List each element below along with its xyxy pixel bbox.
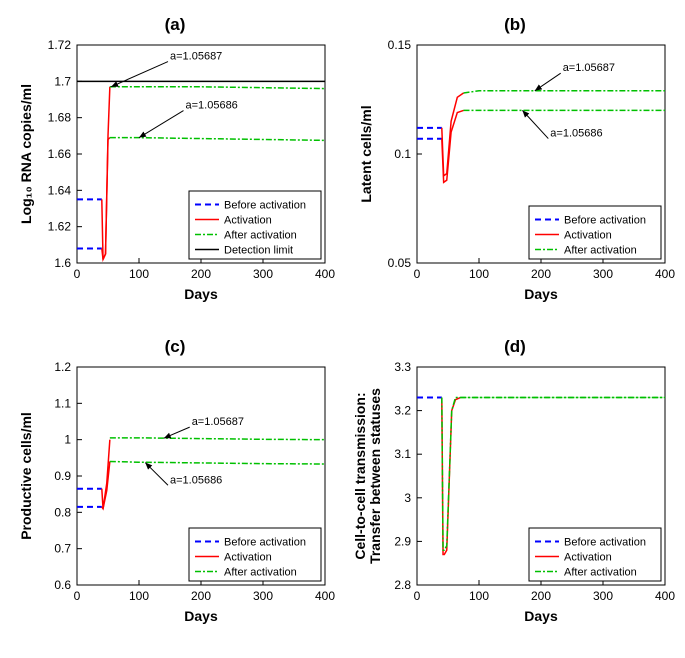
svg-text:Transfer between statuses: Transfer between statuses: [367, 388, 383, 564]
svg-text:400: 400: [655, 267, 675, 281]
svg-text:1.6: 1.6: [54, 256, 71, 270]
svg-text:1.2: 1.2: [54, 360, 71, 374]
svg-text:Days: Days: [184, 286, 218, 302]
svg-text:a=1.05686: a=1.05686: [186, 100, 238, 112]
svg-text:Latent cells/ml: Latent cells/ml: [358, 105, 374, 202]
svg-text:400: 400: [315, 267, 335, 281]
svg-text:200: 200: [191, 589, 211, 603]
svg-text:0: 0: [414, 267, 421, 281]
svg-text:3.3: 3.3: [394, 360, 411, 374]
svg-text:After activation: After activation: [564, 567, 637, 579]
svg-text:200: 200: [191, 267, 211, 281]
panel-a: (a) 0 100 200 300 400 1.6 1.62 1.64 1.66 1.68 1.7 1…: [15, 15, 335, 307]
panel-b-svg: 0 100 200 300 400 0.05 0.1 0.15 Days Latent cells…: [355, 37, 675, 307]
svg-text:0: 0: [74, 267, 81, 281]
svg-text:0: 0: [74, 589, 81, 603]
svg-text:1: 1: [64, 433, 71, 447]
panel-d: (d) 01002003004002.82.933.13.23.3DaysCel…: [355, 337, 675, 629]
svg-text:3.1: 3.1: [394, 447, 411, 461]
svg-text:Activation: Activation: [564, 230, 612, 242]
svg-text:Before activation: Before activation: [564, 215, 646, 227]
svg-text:2.9: 2.9: [394, 534, 411, 548]
svg-text:1.66: 1.66: [48, 147, 72, 161]
svg-text:0: 0: [414, 589, 421, 603]
panel-c: (c) 0 100 200 300 400 0.6 0.7 0.8 0.9 1 1.1 1.2 Days…: [15, 337, 335, 629]
panel-b: (b) 0 100 200 300 400 0.05 0.1 0.15 Days Latent c…: [355, 15, 675, 307]
svg-text:Before activation: Before activation: [564, 537, 646, 549]
svg-text:300: 300: [593, 589, 613, 603]
svg-text:200: 200: [531, 589, 551, 603]
svg-text:2.8: 2.8: [394, 578, 411, 592]
panel-d-svg: 01002003004002.82.933.13.23.3DaysCell-to…: [355, 359, 675, 629]
svg-text:Days: Days: [524, 608, 558, 624]
svg-text:300: 300: [253, 267, 273, 281]
panel-c-svg: 0 100 200 300 400 0.6 0.7 0.8 0.9 1 1.1 1.2 Days Prod…: [15, 359, 335, 629]
svg-text:1.62: 1.62: [48, 220, 72, 234]
svg-text:200: 200: [531, 267, 551, 281]
svg-text:Before activation: Before activation: [224, 200, 306, 212]
svg-text:0.7: 0.7: [54, 542, 71, 556]
svg-text:a=1.05686: a=1.05686: [550, 128, 602, 140]
svg-text:0.05: 0.05: [388, 256, 412, 270]
panel-a-title: (a): [15, 15, 335, 35]
svg-text:Activation: Activation: [224, 552, 272, 564]
svg-text:a=1.05687: a=1.05687: [563, 62, 615, 74]
panel-c-title: (c): [15, 337, 335, 357]
svg-text:Detection limit: Detection limit: [224, 245, 293, 257]
svg-text:0.15: 0.15: [388, 38, 412, 52]
svg-text:Before activation: Before activation: [224, 537, 306, 549]
svg-text:1.68: 1.68: [48, 111, 72, 125]
svg-text:400: 400: [655, 589, 675, 603]
svg-text:Productive cells/ml: Productive cells/ml: [18, 412, 34, 540]
svg-text:After activation: After activation: [564, 245, 637, 257]
svg-text:Activation: Activation: [224, 215, 272, 227]
panel-a-svg: 0 100 200 300 400 1.6 1.62 1.64 1.66 1.68 1.7 1.72 D…: [15, 37, 335, 307]
svg-text:0.6: 0.6: [54, 578, 71, 592]
svg-text:1.7: 1.7: [54, 74, 71, 88]
chart-grid: (a) 01002003004001.61.621.641.661.681.71…: [15, 15, 670, 629]
svg-text:a=1.05687: a=1.05687: [170, 51, 222, 63]
panel-d-title: (d): [355, 337, 675, 357]
svg-text:0.1: 0.1: [394, 147, 411, 161]
svg-text:After activation: After activation: [224, 230, 297, 242]
svg-text:3.2: 3.2: [394, 404, 411, 418]
svg-text:Days: Days: [524, 286, 558, 302]
svg-text:0.9: 0.9: [54, 469, 71, 483]
svg-text:1.72: 1.72: [48, 38, 72, 52]
svg-text:0.8: 0.8: [54, 505, 71, 519]
svg-text:Days: Days: [184, 608, 218, 624]
svg-text:Activation: Activation: [564, 552, 612, 564]
svg-text:300: 300: [593, 267, 613, 281]
svg-text:300: 300: [253, 589, 273, 603]
svg-text:3: 3: [404, 491, 411, 505]
svg-text:100: 100: [469, 267, 489, 281]
svg-text:a=1.05686: a=1.05686: [170, 474, 222, 486]
svg-text:1.64: 1.64: [48, 183, 72, 197]
svg-text:1.1: 1.1: [54, 396, 71, 410]
svg-text:100: 100: [469, 589, 489, 603]
svg-text:Log₁₀ RNA copies/ml: Log₁₀ RNA copies/ml: [18, 84, 34, 224]
svg-text:100: 100: [129, 589, 149, 603]
svg-text:400: 400: [315, 589, 335, 603]
svg-text:100: 100: [129, 267, 149, 281]
panel-b-title: (b): [355, 15, 675, 35]
svg-text:a=1.05687: a=1.05687: [192, 416, 244, 428]
svg-text:After activation: After activation: [224, 567, 297, 579]
